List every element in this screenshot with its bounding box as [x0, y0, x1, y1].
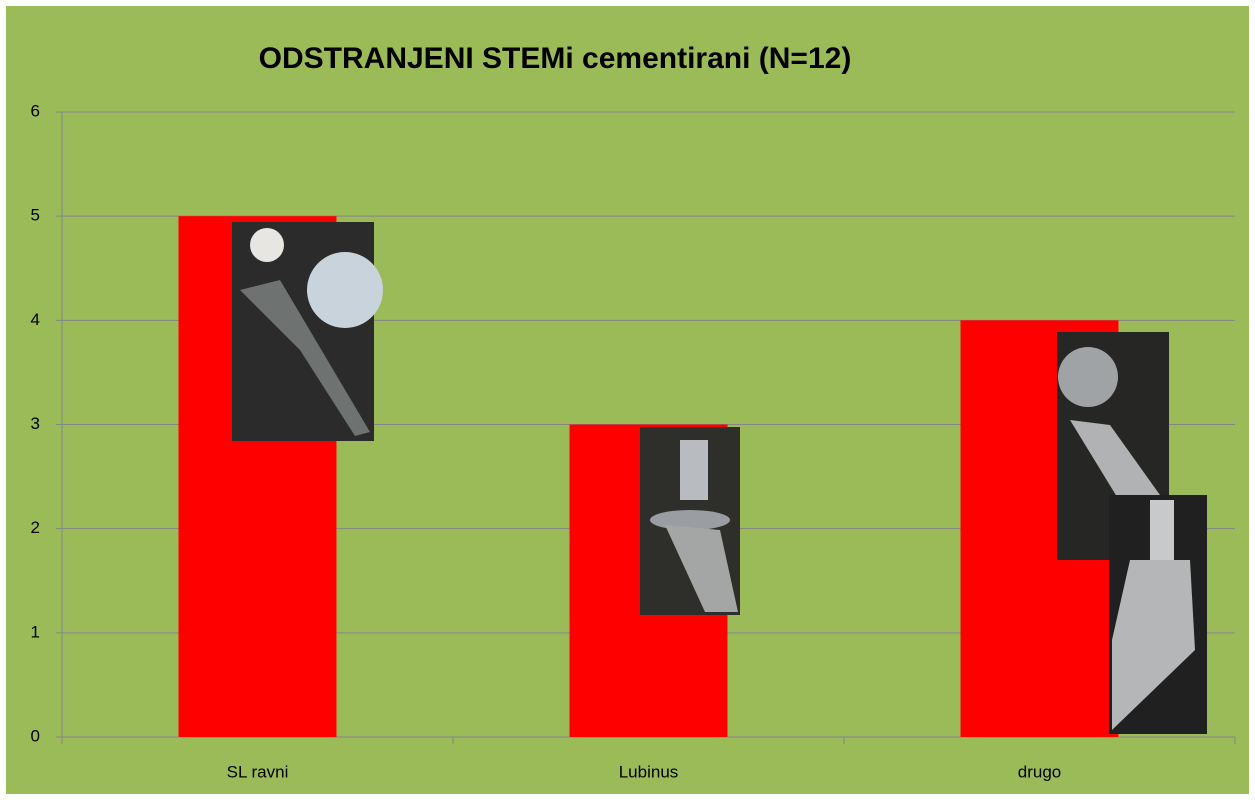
photo-drugo-2 — [1109, 495, 1207, 734]
y-tick-label: 5 — [31, 206, 40, 225]
photo-lubinus — [640, 427, 740, 615]
x-tick-label: SL ravni — [227, 762, 289, 781]
x-tick-label: Lubinus — [619, 762, 679, 781]
photo-sl-ravni — [232, 222, 383, 441]
y-tick-label: 6 — [31, 101, 40, 120]
photos — [232, 222, 1207, 734]
y-tick-label: 2 — [31, 518, 40, 537]
y-tick-label: 4 — [31, 310, 40, 329]
y-tick-label: 0 — [31, 726, 40, 745]
chart-title: ODSTRANJENI STEMi cementirani (N=12) — [259, 42, 852, 75]
x-tick-label: drugo — [1018, 762, 1061, 781]
y-tick-label: 1 — [31, 622, 40, 641]
y-tick-label: 3 — [31, 414, 40, 433]
